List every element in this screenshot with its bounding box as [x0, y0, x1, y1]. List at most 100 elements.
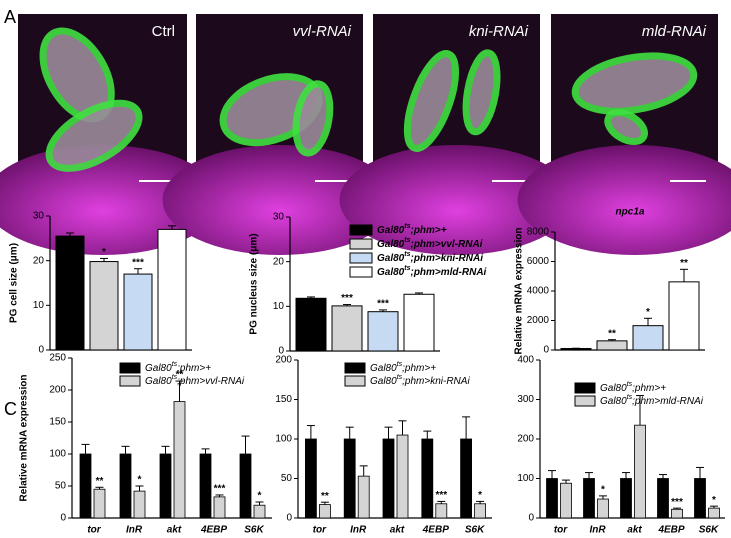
legend-swatch — [344, 362, 366, 374]
legend-label: Gal80ts;phm>+ — [145, 361, 211, 374]
y-tick-label: 150 — [275, 394, 292, 405]
significance: * — [258, 491, 262, 502]
y-tick-label: 6000 — [527, 256, 550, 267]
bar — [671, 508, 683, 519]
x-tick-label: tor — [554, 525, 568, 536]
x-tick-label: InR — [589, 525, 606, 536]
legend-label: Gal80ts;phm>kni-RNAi — [377, 251, 483, 264]
x-tick-label: akt — [167, 525, 182, 536]
legend-swatch — [574, 382, 596, 394]
y-axis-label: PG cell size (μm) — [9, 243, 20, 323]
bar — [331, 305, 363, 352]
bar — [597, 498, 609, 519]
significance: ** — [176, 370, 184, 381]
y-tick-label: 2000 — [527, 315, 550, 326]
bar — [157, 228, 187, 351]
micrograph: vvl-RNAi — [162, 14, 397, 255]
gland — [604, 109, 648, 146]
bar — [708, 507, 720, 519]
x-tick-label: S6K — [465, 525, 485, 536]
x-tick-label: S6K — [244, 525, 264, 536]
micrograph: Ctrl — [0, 14, 221, 255]
brain-tissue — [517, 145, 731, 255]
x-tick-label: akt — [627, 525, 642, 536]
x-tick-label: 4EBP — [422, 525, 449, 536]
bar — [620, 478, 632, 519]
x-tick-label: InR — [126, 525, 143, 536]
legend-swatch — [349, 252, 373, 264]
bar — [119, 453, 132, 519]
y-tick-label: 150 — [49, 417, 66, 428]
legend-swatch — [119, 362, 141, 374]
bar — [79, 453, 92, 519]
significance: * — [478, 490, 482, 501]
bar — [173, 401, 186, 519]
significance: * — [138, 475, 142, 486]
y-tick-label: 30 — [273, 212, 285, 223]
bar — [213, 496, 226, 519]
bar — [583, 478, 595, 519]
bar — [403, 293, 435, 352]
bar — [295, 297, 327, 352]
bar — [546, 478, 558, 519]
bar — [123, 273, 153, 351]
legend-swatch — [344, 375, 366, 387]
bar — [632, 325, 664, 351]
legend-label: Gal80ts;phm>+ — [377, 223, 447, 236]
gland — [292, 80, 334, 157]
legend-label: Gal80ts;phm>+ — [370, 361, 436, 374]
y-tick-label: 400 — [517, 355, 534, 366]
brain-tissue — [339, 145, 574, 255]
brain-tissue — [162, 145, 397, 255]
y-tick-label: 10 — [33, 300, 45, 311]
significance: *** — [341, 293, 353, 304]
gland — [45, 99, 143, 172]
bar — [560, 348, 592, 351]
bar — [239, 453, 252, 519]
y-tick-label: 0 — [60, 513, 66, 524]
chart-title: npc1a — [616, 207, 645, 218]
bar — [694, 478, 706, 519]
x-tick-label: tor — [313, 525, 327, 536]
significance: *** — [435, 490, 447, 501]
bar — [199, 453, 212, 519]
bar — [55, 235, 85, 351]
significance: * — [102, 247, 106, 258]
y-tick-label: 10 — [273, 301, 285, 312]
legend-swatch — [349, 224, 373, 236]
bar — [382, 438, 395, 519]
y-tick-label: 4000 — [527, 286, 550, 297]
legend-label: Gal80ts;phm>mld-RNAi — [600, 394, 704, 407]
y-tick-label: 0 — [38, 345, 44, 356]
x-tick-label: InR — [350, 525, 367, 536]
x-tick-label: tor — [87, 525, 101, 536]
legend-label: Gal80ts;phm>mld-RNAi — [377, 265, 487, 278]
x-tick-label: 4EBP — [657, 525, 684, 536]
brain-tissue — [0, 145, 221, 255]
panel-letter: A — [4, 7, 16, 27]
bar — [357, 475, 370, 519]
y-tick-label: 250 — [49, 353, 66, 364]
y-tick-label: 300 — [517, 394, 534, 405]
bar — [460, 438, 473, 519]
y-tick-label: 20 — [273, 256, 285, 267]
legend-label: Gal80ts;phm>kni-RNAi — [370, 374, 470, 387]
image-label: mld-RNAi — [642, 23, 707, 40]
x-tick-label: S6K — [699, 525, 719, 536]
y-tick-label: 20 — [33, 255, 45, 266]
x-tick-label: akt — [390, 525, 405, 536]
bar — [93, 488, 106, 519]
bar — [634, 424, 646, 519]
significance: *** — [132, 257, 144, 268]
significance: *** — [214, 484, 226, 495]
image-label: kni-RNAi — [469, 23, 529, 40]
bar — [367, 311, 399, 352]
bar — [560, 482, 572, 519]
bar — [304, 438, 317, 519]
significance: *** — [671, 497, 683, 508]
y-tick-label: 30 — [33, 211, 45, 222]
y-tick-label: 0 — [278, 346, 284, 357]
y-tick-label: 100 — [49, 449, 66, 460]
legend-swatch — [574, 395, 596, 407]
